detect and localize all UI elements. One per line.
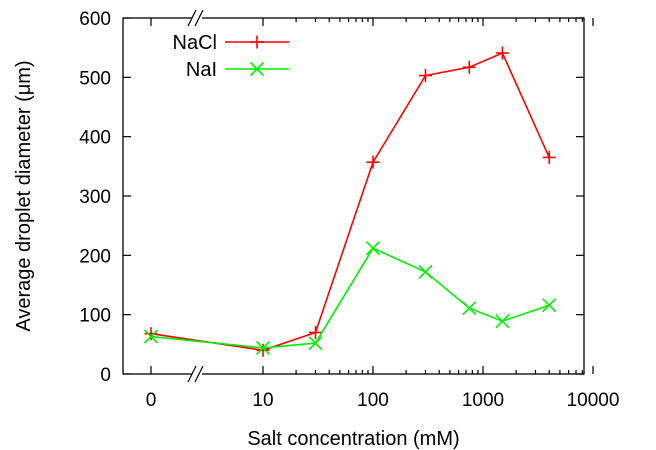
data-point <box>462 60 476 74</box>
x-tick-label: 10000 <box>567 390 620 411</box>
x-tick-label: 100 <box>357 390 389 411</box>
axis-break-mark <box>194 365 204 383</box>
data-point <box>256 343 270 357</box>
series-line-nacl <box>150 51 550 352</box>
data-point <box>542 298 557 313</box>
data-point <box>365 241 381 256</box>
axis-break-mark <box>194 9 204 27</box>
y-tick-label: 300 <box>79 187 111 208</box>
axis-break-gap <box>192 367 202 381</box>
data-point <box>308 336 323 351</box>
y-tick-label: 100 <box>79 306 111 327</box>
axis-break <box>187 9 204 383</box>
y-tick-label: 600 <box>79 9 111 30</box>
legend: NaCl NaI <box>173 32 289 81</box>
y-axis-title: Average droplet diameter (μm) <box>13 60 35 331</box>
series-line-nai <box>150 247 550 349</box>
data-point <box>143 329 159 344</box>
data-point <box>144 327 158 341</box>
tick-marks <box>123 17 594 375</box>
axis-break-gap <box>192 11 202 25</box>
y-tick-label: 400 <box>79 128 111 149</box>
data-point <box>495 46 509 60</box>
x-tick-label: 0 <box>146 390 157 411</box>
series-layer <box>143 46 557 357</box>
data-point <box>418 69 432 83</box>
x-tick-label: 1000 <box>462 390 504 411</box>
data-point <box>418 264 433 280</box>
data-point <box>366 155 380 169</box>
y-tick-label: 500 <box>79 68 111 89</box>
axis-break-mark <box>187 9 197 27</box>
x-axis-title: Salt concentration (mM) <box>247 428 459 450</box>
y-tick-label: 0 <box>100 365 111 386</box>
data-point <box>542 150 556 164</box>
data-point <box>250 35 264 49</box>
data-point <box>249 61 265 77</box>
data-point <box>462 301 477 316</box>
data-point <box>255 340 271 355</box>
y-tick-label: 200 <box>79 246 111 267</box>
legend-label: NaI <box>186 59 217 81</box>
axis-break-mark <box>187 365 197 383</box>
data-point <box>308 325 322 339</box>
data-point <box>495 314 510 329</box>
legend-label: NaCl <box>173 32 217 54</box>
x-tick-label: 10 <box>252 390 273 411</box>
